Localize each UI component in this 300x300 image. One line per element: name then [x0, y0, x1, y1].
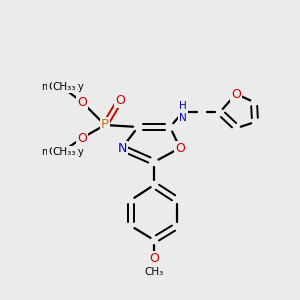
Text: methoxy: methoxy — [62, 76, 123, 90]
Text: O: O — [149, 251, 159, 265]
Text: N: N — [117, 142, 127, 154]
Text: CH₃: CH₃ — [52, 82, 72, 92]
Text: methoxy: methoxy — [62, 141, 123, 155]
Text: O: O — [115, 94, 125, 106]
Text: methoxy: methoxy — [40, 82, 83, 92]
Text: CH₃: CH₃ — [52, 147, 72, 157]
Text: O: O — [231, 88, 241, 100]
Text: O: O — [77, 95, 87, 109]
Text: methoxy: methoxy — [40, 147, 83, 157]
Text: P: P — [101, 118, 109, 131]
Text: CH₃: CH₃ — [144, 267, 164, 277]
Text: O: O — [77, 131, 87, 145]
Text: OCH₃: OCH₃ — [48, 147, 76, 157]
Text: O: O — [175, 142, 185, 154]
Text: OCH₃: OCH₃ — [48, 82, 76, 92]
Text: H
N: H N — [179, 101, 187, 123]
